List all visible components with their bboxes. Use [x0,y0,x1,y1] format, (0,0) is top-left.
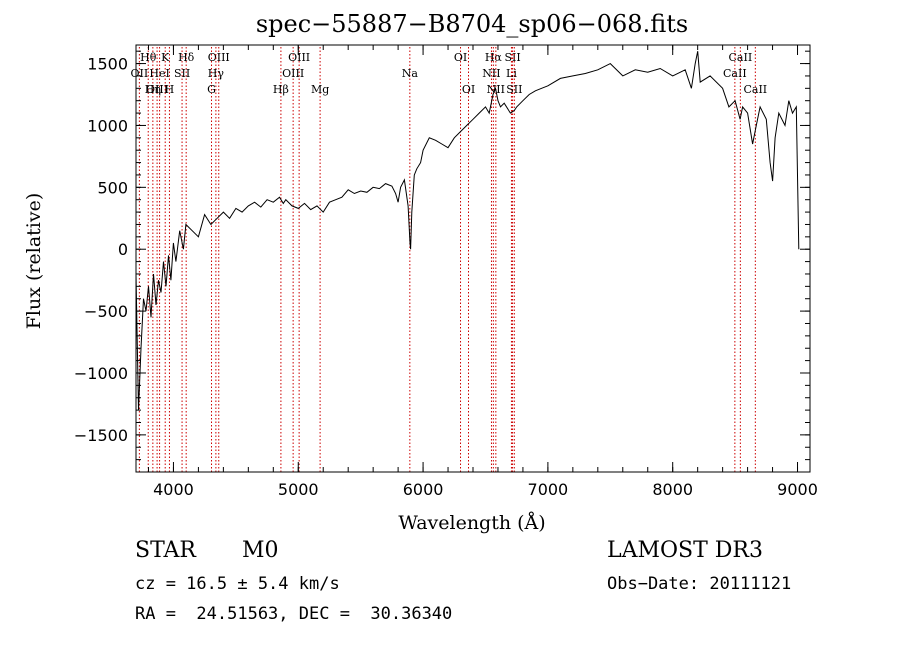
x-tick-label: 6000 [403,480,444,499]
observation-date: Obs−Date: 20111121 [607,574,792,594]
spectral-line-label: OI [454,51,467,64]
object-class: STAR [135,538,196,563]
y-tick-label: 1000 [87,116,128,135]
spectral-line-label: OIII [282,67,304,80]
spectral-line-label: OIII [146,83,168,96]
spectral-line-label: CaII [743,83,767,96]
spectrum-series-line [135,51,800,411]
y-tick-label: 0 [118,240,128,259]
spectral-line-label: OIII [208,51,230,64]
x-tick-label: 5000 [278,480,319,499]
spectral-line-label: SII [174,67,190,80]
x-tick-label: 7000 [528,480,569,499]
spectral-line-label: OII [131,67,149,80]
x-tick-label: 9000 [777,480,818,499]
coordinates: RA = 24.51563, DEC = 30.36340 [135,604,453,624]
chart-title: spec−55887−B8704_sp06−068.fits [256,10,688,38]
spectral-line-label: OI [462,83,475,96]
y-tick-label: 1500 [87,55,128,74]
x-tick-label: 8000 [652,480,693,499]
spectral-line-label: Hγ [208,67,225,80]
y-tick-label: −1000 [74,364,128,383]
spectral-line-label: Li [506,67,517,80]
spectral-line-label: Hη [145,83,161,96]
spectral-line-label: Hβ [273,83,289,96]
plot-frame [135,44,811,473]
spectral-line-label: OIII [288,51,310,64]
spectral-line-label: H [165,83,175,96]
y-axis-label: Flux (relative) [23,193,45,330]
spectral-line-label: Hα [485,51,503,64]
redshift-value: cz = 16.5 ± 5.4 km/s [135,574,340,594]
y-tick-label: −500 [84,302,128,321]
survey-name: LAMOST DR3 [607,538,763,563]
spectral-line-label: SII [506,83,522,96]
spectral-subclass: M0 [242,538,279,563]
spectral-line-label: HeI [149,67,169,80]
spectral-line-label: SII [504,51,520,64]
spectral-line-label: G [207,83,216,96]
spectral-line-label: Hδ [178,51,195,64]
plot-area: Hθ OII OIII K HeI Hη SII H Hδ OIII Hγ G Hβ OIII OIII Mg… [74,44,818,499]
spectral-line-label: K [161,51,170,64]
y-tick-label: 500 [97,178,128,197]
spectral-line-label: NII [482,67,500,80]
x-tick-label: 4000 [153,480,194,499]
spectral-line-label: Hθ [140,51,157,64]
y-tick-label: −1500 [74,426,128,445]
spectral-line-label: CaII [723,67,747,80]
spectral-line-label: Mg [311,83,329,96]
spectral-line-label: CaII [729,51,753,64]
spectral-line-label: Na [402,67,419,80]
x-axis-label: Wavelength (Å) [398,512,545,534]
